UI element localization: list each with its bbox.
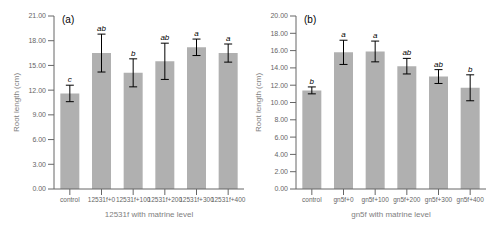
svg-text:18.00: 18.00 — [270, 30, 288, 37]
svg-text:21.00: 21.00 — [28, 12, 46, 19]
svg-text:gn5f+0: gn5f+0 — [333, 196, 353, 204]
svg-text:14.00: 14.00 — [270, 64, 288, 71]
svg-text:12.00: 12.00 — [28, 87, 46, 94]
svg-text:a: a — [226, 34, 231, 43]
svg-text:b: b — [468, 65, 473, 74]
svg-text:6.00: 6.00 — [274, 134, 288, 141]
svg-text:gn5f+100: gn5f+100 — [362, 196, 390, 204]
svg-text:a: a — [194, 29, 199, 38]
svg-text:0.00: 0.00 — [32, 185, 46, 192]
svg-text:16.00: 16.00 — [270, 47, 288, 54]
svg-text:ab: ab — [160, 33, 169, 42]
svg-text:12531f+200: 12531f+200 — [148, 196, 183, 203]
svg-text:3.00: 3.00 — [32, 161, 46, 168]
svg-text:Root length (cm): Root length (cm) — [254, 73, 263, 132]
svg-text:ab: ab — [402, 48, 411, 57]
html-text:(a): (a) — [62, 14, 75, 25]
svg-text:12.00: 12.00 — [270, 82, 288, 89]
svg-text:12531f+0: 12531f+0 — [88, 196, 116, 203]
svg-text:18.00: 18.00 — [28, 37, 46, 44]
svg-text:12531f with matrine level: 12531f with matrine level — [105, 210, 194, 219]
svg-text:ab: ab — [97, 24, 106, 33]
svg-text:8.00: 8.00 — [274, 116, 288, 123]
svg-text:gn5f+300: gn5f+300 — [425, 196, 453, 204]
svg-text:control: control — [302, 196, 322, 203]
svg-text:control: control — [60, 196, 80, 203]
svg-text:b: b — [310, 77, 315, 86]
svg-text:10.00: 10.00 — [270, 99, 288, 106]
svg-text:15.00: 15.00 — [28, 62, 46, 69]
svg-text:ab: ab — [434, 60, 443, 69]
svg-text:0.00: 0.00 — [274, 185, 288, 192]
svg-text:gn5f+200: gn5f+200 — [393, 196, 421, 204]
svg-text:gn5f with matrine level: gn5f with matrine level — [351, 210, 431, 219]
svg-text:4.00: 4.00 — [274, 151, 288, 158]
svg-text:a: a — [341, 30, 346, 39]
svg-text:9.00: 9.00 — [32, 111, 46, 118]
svg-text:20.00: 20.00 — [270, 12, 288, 19]
svg-text:Root length (cm): Root length (cm) — [12, 73, 21, 132]
html-text:(b): (b) — [304, 14, 317, 25]
svg-text:2.00: 2.00 — [274, 168, 288, 175]
svg-text:6.00: 6.00 — [32, 136, 46, 143]
svg-text:12531f+400: 12531f+400 — [211, 196, 246, 203]
svg-text:b: b — [131, 49, 136, 58]
svg-text:12531f+300: 12531f+300 — [179, 196, 214, 203]
svg-text:12531f+100: 12531f+100 — [116, 196, 151, 203]
svg-text:a: a — [373, 31, 378, 40]
svg-text:gn5f+400: gn5f+400 — [457, 196, 485, 204]
svg-text:c: c — [68, 75, 72, 84]
